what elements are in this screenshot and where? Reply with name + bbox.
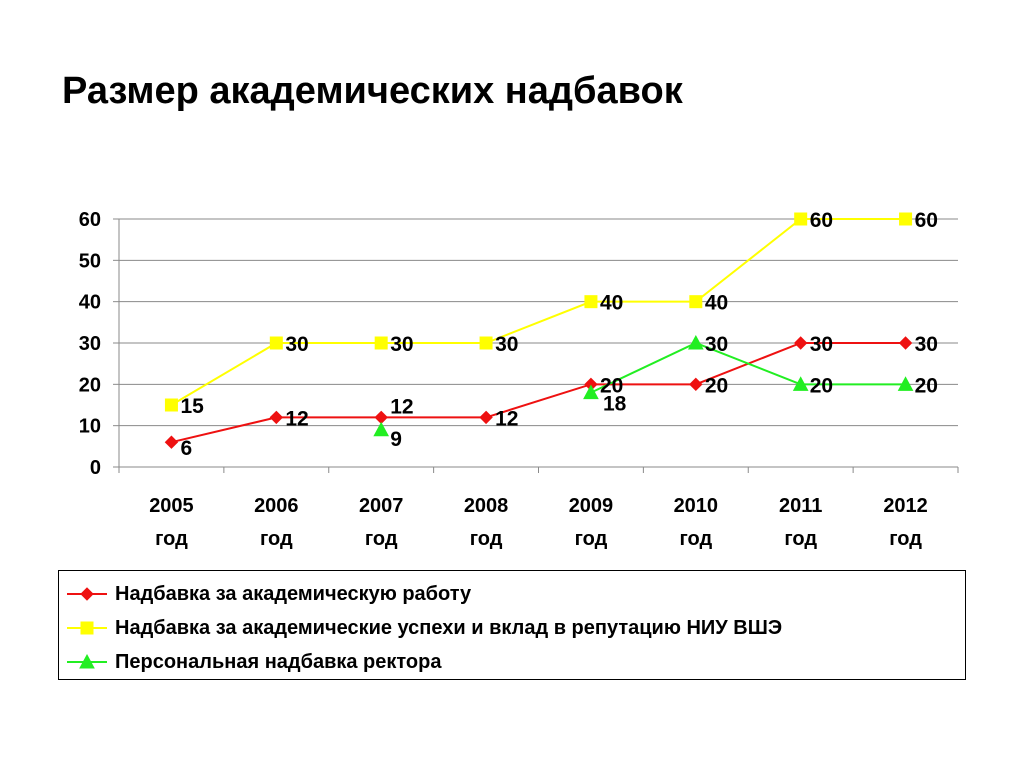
legend-label: Персональная надбавка ректора	[115, 650, 442, 673]
data-label: 20	[810, 374, 833, 397]
x-category-label: год	[784, 528, 817, 550]
legend-marker	[80, 621, 94, 635]
data-label: 30	[810, 333, 833, 356]
x-category-label: год	[260, 528, 293, 550]
data-point	[794, 212, 808, 226]
y-tick-label: 50	[79, 250, 101, 272]
data-label: 20	[600, 374, 623, 397]
legend-swatch-diamond-icon	[67, 587, 107, 601]
data-label: 60	[915, 209, 938, 232]
data-label: 60	[810, 209, 833, 232]
x-category-label: 2012	[883, 495, 928, 517]
series-line	[170, 218, 906, 406]
chart-axes	[113, 218, 959, 473]
y-tick-label: 60	[79, 209, 101, 231]
slide-title: Размер академических надбавок	[62, 70, 683, 112]
y-tick-label: 40	[79, 292, 101, 314]
series-line	[590, 341, 906, 394]
data-label: 18	[603, 393, 627, 416]
chart-data-labels: 6 12 12 12 20 20 30 30 15 30 30 30 40 40 60 60 9 18 30 20 20	[180, 209, 937, 460]
data-point	[164, 398, 178, 412]
data-label: 30	[915, 333, 938, 356]
y-tick-label: 20	[79, 374, 101, 396]
data-point	[269, 410, 284, 425]
data-label: 30	[495, 333, 518, 356]
data-point	[792, 376, 809, 391]
x-category-label: 2008	[464, 495, 509, 517]
y-axis-tick-labels: 0 10 20 30 40 50 60	[79, 209, 101, 479]
data-point	[898, 336, 913, 350]
data-label: 20	[705, 374, 728, 397]
legend-label: Надбавка за академическую работу	[115, 582, 472, 605]
chart-series-lines	[170, 218, 906, 444]
legend-item-series-2: Надбавка за академические успехи и вклад…	[59, 611, 965, 645]
legend-label: Надбавка за академические успехи и вклад…	[115, 616, 783, 639]
data-label: 30	[285, 333, 308, 356]
data-label: 12	[390, 395, 413, 418]
data-point	[793, 336, 808, 350]
x-category-label: 2007	[359, 495, 404, 517]
data-point	[269, 336, 283, 350]
data-point	[479, 410, 493, 425]
x-category-label: 2006	[254, 495, 299, 517]
chart-legend: Надбавка за академическую работу Надбавк…	[58, 570, 966, 680]
legend-swatch-square-icon	[67, 621, 107, 635]
x-category-label: год	[889, 528, 922, 550]
data-point	[687, 334, 704, 350]
chart-series-markers	[164, 212, 914, 449]
data-point	[899, 212, 913, 226]
x-category-label: год	[365, 528, 398, 550]
x-category-label: 2010	[674, 495, 719, 517]
series-line	[171, 342, 906, 444]
x-category-label: год	[679, 528, 712, 550]
x-axis-category-labels: 2005 год 2006 год 2007 год 2008 год 2009 год 2010 г…	[149, 495, 928, 550]
data-point	[897, 376, 914, 391]
data-label: 12	[495, 407, 518, 430]
x-category-label: год	[575, 528, 608, 550]
legend-item-series-1: Надбавка за академическую работу	[59, 577, 965, 611]
line-chart: 0 10 20 30 40 50 60 2005 год 2006 год 2007 год 2008 г…	[79, 209, 959, 550]
data-point	[373, 421, 390, 437]
legend-item-series-3: Персональная надбавка ректора	[59, 645, 965, 679]
data-label: 40	[705, 292, 728, 315]
legend-swatch-triangle-icon	[67, 653, 107, 669]
x-category-label: год	[155, 528, 188, 550]
x-category-label: 2005	[149, 495, 194, 517]
data-point	[164, 435, 179, 449]
legend-marker	[80, 587, 94, 601]
x-category-label: 2011	[779, 495, 822, 517]
data-point	[374, 410, 388, 425]
data-point	[479, 336, 493, 350]
data-label: 30	[390, 333, 413, 356]
y-tick-label: 10	[79, 416, 101, 438]
data-label: 15	[180, 395, 204, 418]
data-label: 12	[285, 407, 308, 430]
data-point	[689, 295, 703, 309]
data-point	[689, 377, 703, 392]
y-tick-label: 30	[79, 333, 101, 355]
data-label: 40	[600, 292, 623, 315]
x-category-label: 2009	[569, 495, 614, 517]
y-tick-label: 0	[90, 457, 101, 479]
data-label: 9	[390, 428, 402, 451]
x-category-label: год	[470, 528, 503, 550]
data-point	[374, 336, 388, 350]
data-label: 6	[180, 437, 192, 460]
data-label: 30	[705, 333, 728, 356]
data-label: 20	[915, 374, 938, 397]
data-point	[583, 384, 599, 400]
legend-marker	[79, 653, 95, 669]
data-point	[584, 295, 598, 309]
